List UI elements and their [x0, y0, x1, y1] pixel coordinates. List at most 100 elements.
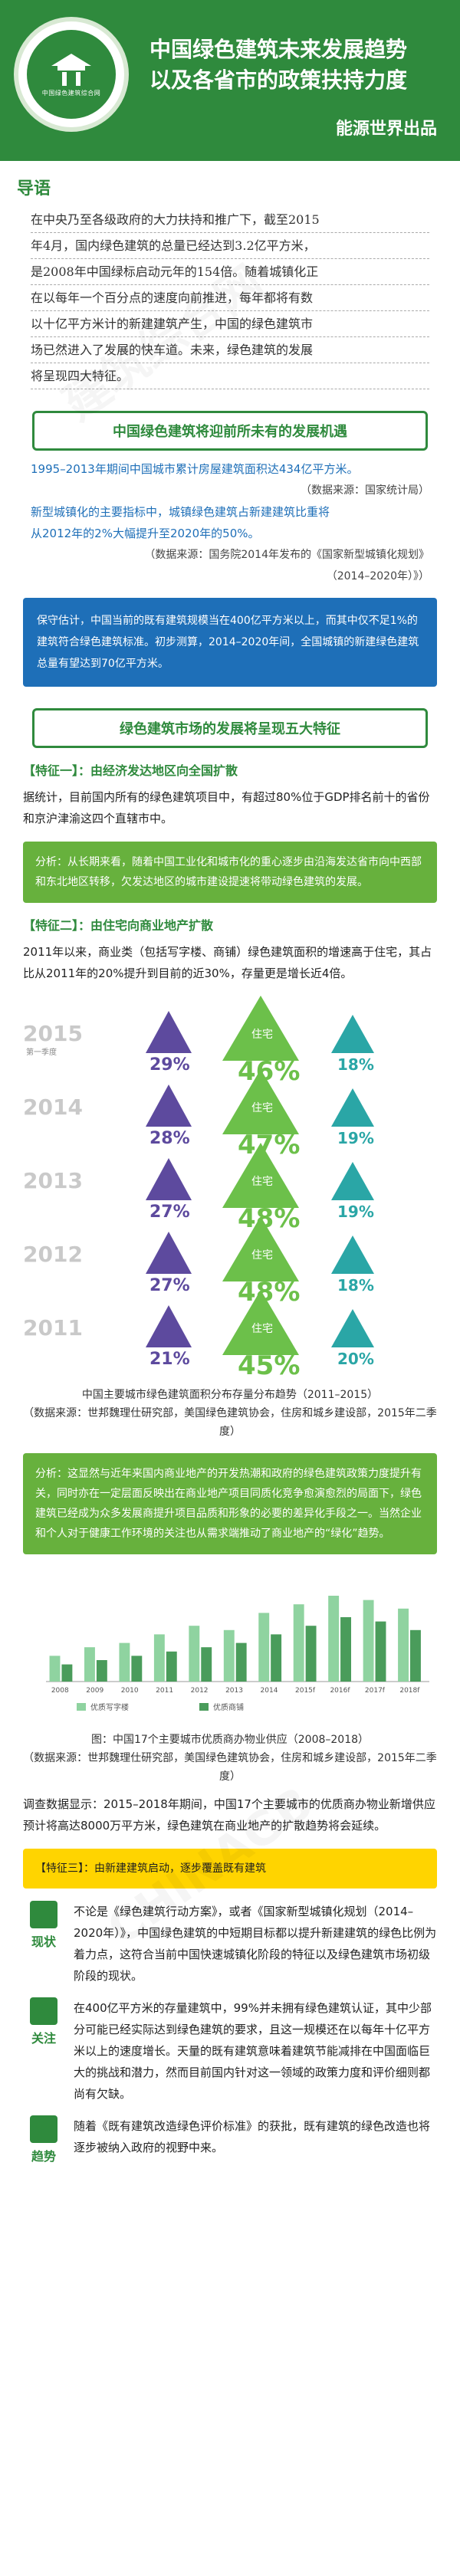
residential-label: 住宅	[251, 1249, 273, 1262]
bar	[119, 1642, 130, 1682]
legend-swatch	[77, 1703, 86, 1711]
bar	[61, 1664, 73, 1682]
commercial-pct: 27%	[150, 1276, 190, 1295]
x-tick-label: 2010	[121, 1687, 139, 1695]
status-icon-label: 现状	[31, 1934, 56, 1949]
residential-pct: 46%	[238, 1056, 300, 1087]
estimate-box: 保守估计，中国当前的既有建筑规模当在400亿平方米以上，而其中仅不足1%的建筑符…	[23, 598, 437, 687]
focus-item: 关注 在400亿平方米的存量建筑中，99%并未拥有绿色建筑认证，其中少部分可能已…	[23, 1997, 437, 2105]
bar	[375, 1621, 386, 1682]
intro-line: 场已然进入了发展的快车道。未来，绿色建筑的发展	[31, 337, 429, 363]
supply-chart-svg: 2008 2009 2010 2011 2012 2013 2014 2015f 2016f 20…	[46, 1596, 429, 1712]
legend-swatch	[199, 1703, 209, 1711]
commercial-pct: 27%	[150, 1203, 190, 1222]
year-label: 2012	[23, 1242, 83, 1267]
x-tick-label: 2015f	[295, 1687, 316, 1695]
chart-2-caption-1: 图：中国17个主要城市优质商办物业供应（2008–2018）	[90, 1734, 370, 1746]
trend-icon-label: 趋势	[31, 2149, 56, 2164]
other-triangle	[331, 1088, 374, 1127]
other-pct: 19%	[337, 1129, 374, 1147]
intro-line: 在以每年一个百分点的速度向前推进，每年都将有数	[31, 285, 429, 311]
status-icon: 现状	[23, 1901, 64, 1954]
other-triangle	[331, 1015, 374, 1053]
bar	[201, 1647, 212, 1682]
chart-1-caption-2: （数据来源：世邦魏理仕研究部，美国绿色建筑协会，住房和城乡建设部，2015年二季…	[23, 1407, 437, 1438]
other-triangle	[331, 1235, 374, 1274]
commercial-pct: 29%	[150, 1055, 190, 1075]
commercial-triangle	[146, 1085, 192, 1127]
bar	[328, 1596, 340, 1682]
trend-icon: 趋势	[23, 2115, 64, 2169]
pagoda-icon	[51, 53, 91, 86]
year-label: 2015	[23, 1021, 83, 1046]
residential-triangle	[222, 1216, 299, 1281]
trends-banner: 绿色建筑市场的发展将呈现五大特征	[32, 708, 428, 748]
source-2-line-1: （数据来源：国务院2014年发布的《国家新型城镇化规划》	[144, 549, 429, 561]
title-line-1: 中国绿色建筑未来发展趋势	[150, 37, 408, 62]
bar	[305, 1626, 317, 1682]
logo-emblem: 中国绿色建筑综合网	[27, 30, 116, 119]
intro-text: 在中央乃至各级政府的大力扶持和推广下，截至2015 年4月，国内绿色建筑的总量已…	[0, 207, 460, 389]
status-icon-shape	[30, 1901, 58, 1928]
focus-icon-label: 关注	[31, 2031, 56, 2046]
feature-1-label: 【特征一】：由经济发达地区向全国扩散	[23, 763, 238, 778]
residential-pct: 48%	[238, 1277, 300, 1308]
bar	[223, 1629, 235, 1682]
bar	[84, 1647, 95, 1682]
intro-line: 年4月，国内绿色建筑的总量已经达到3.2亿平方米，	[31, 233, 429, 259]
feature-3-label: 【特征三】：由新建建筑启动，逐步覆盖既有建筑	[23, 1849, 437, 1889]
commercial-pct: 21%	[150, 1350, 190, 1369]
title-line-2: 以及各省市的政策扶持力度	[150, 67, 408, 93]
intro-line: 以十亿平方米计的新建建筑产生，中国的绿色建筑市	[31, 311, 429, 337]
year-label: 2011	[23, 1315, 83, 1341]
bar	[410, 1629, 421, 1682]
feature-1-analysis: 分析：从长期来看，随着中国工业化和城市化的重心逐步由沿海发达省市向中西部和东北地…	[23, 842, 437, 903]
other-pct: 20%	[337, 1350, 374, 1368]
residential-label: 住宅	[251, 1029, 273, 1041]
residential-triangle	[222, 1143, 299, 1208]
analysis-2: 分析：这显然与近年来国内商业地产的开发热潮和政府的绿色建筑政策力度提升有关，同时…	[23, 1453, 437, 1554]
x-tick-label: 2013	[225, 1687, 243, 1695]
bar	[153, 1634, 165, 1682]
intro-label: 导语	[17, 179, 51, 199]
commercial-triangle	[146, 1305, 192, 1347]
x-tick-label: 2018f	[399, 1687, 420, 1695]
publisher: 能源世界出品	[335, 120, 437, 139]
chart-2-caption-2: （数据来源：世邦魏理仕研究部，美国绿色建筑协会，住房和城乡建设部，2015年二季…	[23, 1752, 437, 1783]
trend-text: 随着《既有建筑改造绿色评价标准》的获批，既有建筑的绿色改造也将逐步被纳入政府的视…	[74, 2119, 431, 2154]
bar	[271, 1634, 282, 1682]
bar	[189, 1626, 200, 1682]
x-tick-label: 2016f	[330, 1687, 350, 1695]
residential-pct: 48%	[238, 1203, 300, 1234]
brand-logo: 中国绿色建筑综合网	[14, 17, 129, 132]
bar	[96, 1660, 107, 1682]
x-tick-label: 2014	[261, 1687, 278, 1695]
legend-label: 优质商铺	[213, 1702, 244, 1712]
residential-triangle	[222, 1290, 299, 1355]
x-tick-label: 2017f	[365, 1687, 386, 1695]
commercial-pct: 28%	[150, 1129, 190, 1148]
bar	[166, 1651, 177, 1682]
trend-item: 趋势 随着《既有建筑改造绿色评价标准》的获批，既有建筑的绿色改造也将逐步被纳入政…	[23, 2115, 437, 2169]
opportunity-banner: 中国绿色建筑将迎前所未有的发展机遇	[32, 411, 428, 451]
bar	[235, 1642, 247, 1682]
other-triangle	[331, 1162, 374, 1200]
commercial-triangle	[146, 1232, 192, 1274]
feature-2-text: 2011年以来，商业类（包括写字楼、商铺）绿色建筑面积的增速高于住宅，其占比从2…	[23, 945, 432, 980]
bar	[131, 1656, 143, 1682]
commercial-triangle	[146, 1011, 192, 1053]
focus-text: 在400亿平方米的存量建筑中，99%并未拥有绿色建筑认证，其中少部分可能已经实际…	[74, 2001, 432, 2101]
commercial-triangle	[146, 1158, 192, 1200]
other-pct: 18%	[337, 1276, 374, 1295]
other-pct: 18%	[337, 1055, 374, 1074]
chart-1-caption-1: 中国主要城市绿色建筑面积分布存量分布趋势（2011–2015）	[81, 1389, 379, 1401]
stat-2-line-2: 从2012年的2%大幅提升至2020年的50%。	[31, 527, 260, 540]
bar	[293, 1604, 304, 1682]
year-label: 2014	[23, 1094, 83, 1120]
x-tick-label: 2012	[191, 1687, 209, 1695]
intro-line: 将呈现四大特征。	[31, 363, 429, 389]
other-pct: 19%	[337, 1203, 374, 1221]
bar	[398, 1608, 409, 1682]
